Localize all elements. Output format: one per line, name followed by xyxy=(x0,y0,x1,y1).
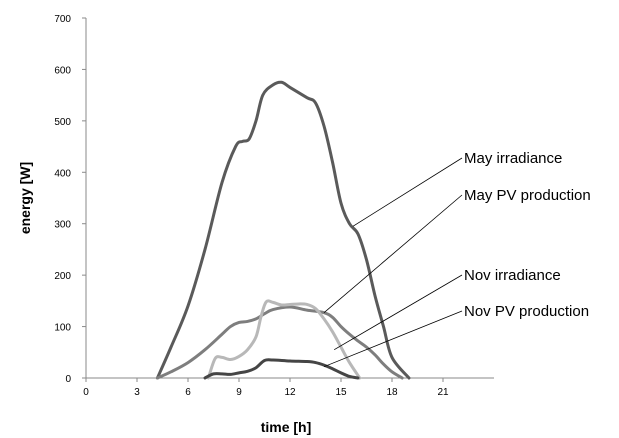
annotation-label-nov-pv-production: Nov PV production xyxy=(464,303,589,320)
x-tick-label: 12 xyxy=(284,387,296,398)
annotation-label-may-pv-production: May PV production xyxy=(464,187,591,204)
annotation-leader-may-pv-production xyxy=(323,194,463,313)
x-tick-label: 15 xyxy=(335,387,347,398)
y-tick-label: 200 xyxy=(54,271,71,282)
axes xyxy=(85,18,494,379)
series-line-nov-pv-production xyxy=(203,358,360,380)
annotations: May irradiance May PV production Nov irrad… xyxy=(323,150,591,368)
x-tick-label: 21 xyxy=(437,387,449,398)
y-tick-label: 700 xyxy=(54,14,71,25)
series-line-may-pv-production xyxy=(155,305,404,380)
y-tick-label: 600 xyxy=(54,65,71,76)
series xyxy=(155,80,411,380)
series-line-nov-irradiance xyxy=(206,299,362,380)
y-axis-title: energy [W] xyxy=(17,162,33,234)
x-tick-label: 9 xyxy=(236,387,242,398)
x-tick-label: 6 xyxy=(185,387,191,398)
annotation-leader-nov-irradiance xyxy=(333,274,463,351)
x-axis-title: time [h] xyxy=(261,419,312,435)
y-tick-label: 400 xyxy=(54,168,71,179)
x-tick-label: 18 xyxy=(386,387,398,398)
annotation-label-nov-irradiance: Nov irradiance xyxy=(464,267,561,284)
annotation-leader-may-irradiance xyxy=(352,157,463,227)
annotation-leader-nov-pv-production xyxy=(323,310,463,368)
y-tick-label: 100 xyxy=(54,323,71,334)
annotation-label-may-irradiance: May irradiance xyxy=(464,150,562,167)
y-tick-label: 300 xyxy=(54,220,71,231)
x-tick-label: 3 xyxy=(134,387,140,398)
series-line-may-irradiance xyxy=(155,80,411,380)
ticks: 0 100 200 300 400 500 600 700 0 3 6 9 12 15 18 21 xyxy=(54,14,449,398)
y-tick-label: 0 xyxy=(65,374,71,385)
y-tick-label: 500 xyxy=(54,117,71,128)
x-tick-label: 0 xyxy=(83,387,89,398)
